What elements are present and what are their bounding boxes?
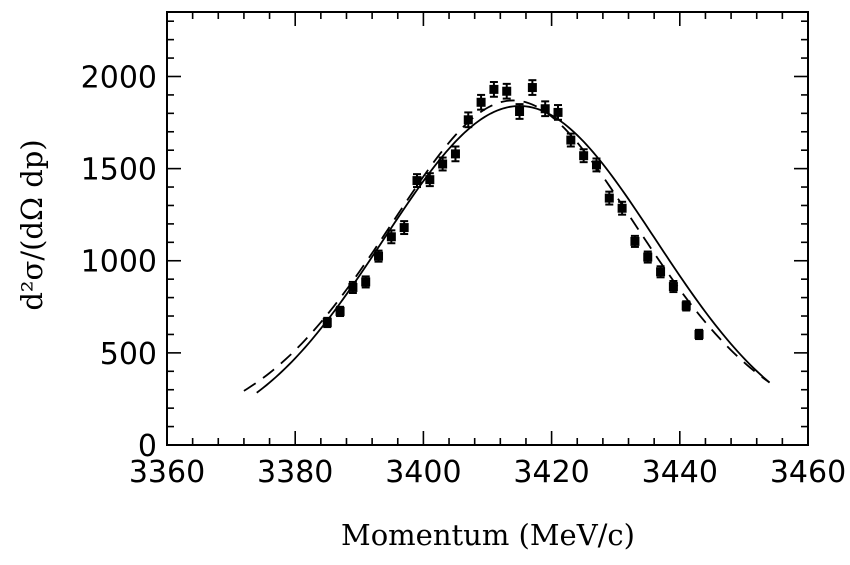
x-tick-label: 3460 <box>770 455 846 490</box>
point-marker <box>386 232 396 242</box>
data-point <box>463 111 473 129</box>
point-marker <box>489 84 499 94</box>
y-tick-label: 0 <box>138 429 157 464</box>
y-tick-label: 2000 <box>81 60 157 95</box>
data-point <box>335 305 345 318</box>
data-point <box>604 190 614 206</box>
plot-border <box>166 11 809 446</box>
point-marker <box>681 301 691 311</box>
fit-curves <box>243 99 771 394</box>
data-point <box>386 229 396 245</box>
x-tick-label: 3380 <box>257 455 333 490</box>
data-point <box>656 265 666 279</box>
point-marker <box>630 236 640 246</box>
data-point <box>476 93 486 111</box>
data-point <box>681 300 691 312</box>
y-tick-label: 500 <box>100 337 157 372</box>
data-point <box>502 82 512 100</box>
point-marker <box>515 106 525 116</box>
data-point <box>617 200 627 216</box>
x-tick-label: 3360 <box>129 455 205 490</box>
data-point <box>591 157 601 173</box>
data-points <box>322 79 704 341</box>
point-marker <box>412 176 422 186</box>
point-marker <box>553 107 563 117</box>
tick-labels: 3360 3380 3400 3420 3440 3460 0 500 1000 1500 2000 <box>81 60 847 490</box>
point-marker <box>566 135 576 145</box>
x-axis-title: Momentum (MeV/c) <box>341 518 635 552</box>
point-marker <box>450 149 460 159</box>
data-point <box>425 172 435 188</box>
point-marker <box>617 203 627 213</box>
point-marker <box>643 252 653 262</box>
point-marker <box>604 193 614 203</box>
x-tick-label: 3420 <box>513 455 589 490</box>
point-marker <box>656 267 666 277</box>
point-marker <box>322 317 332 327</box>
point-marker <box>348 282 358 292</box>
point-marker <box>476 97 486 107</box>
y-tick-label: 1500 <box>81 153 157 188</box>
point-marker <box>463 115 473 125</box>
data-point <box>630 234 640 248</box>
point-marker <box>668 282 678 292</box>
point-marker <box>540 104 550 114</box>
data-point <box>694 328 704 341</box>
data-point <box>527 79 537 96</box>
data-point <box>438 156 448 172</box>
point-marker <box>694 329 704 339</box>
data-point <box>412 173 422 189</box>
x-tick-label: 3440 <box>642 455 718 490</box>
solid-fit-curve <box>256 105 771 394</box>
point-marker <box>438 159 448 169</box>
x-tick-label: 3400 <box>385 455 461 490</box>
data-point <box>489 81 499 98</box>
data-point <box>348 280 358 294</box>
data-point <box>579 148 589 164</box>
point-marker <box>361 277 371 287</box>
data-point <box>515 103 525 120</box>
data-point <box>643 250 653 264</box>
point-marker <box>591 160 601 170</box>
data-point <box>540 100 550 118</box>
point-marker <box>527 83 537 93</box>
point-marker <box>335 306 345 316</box>
data-point <box>566 132 576 148</box>
point-marker <box>425 175 435 185</box>
data-point <box>399 220 409 236</box>
data-point <box>668 280 678 294</box>
axis-ticks <box>166 12 809 446</box>
data-point <box>450 145 460 163</box>
point-marker <box>579 151 589 161</box>
y-tick-label: 1000 <box>81 245 157 280</box>
y-axis-title: d²σ/(dΩ dp) <box>15 139 49 310</box>
data-point <box>553 104 563 121</box>
data-point <box>361 275 371 289</box>
plot-frame <box>166 11 809 446</box>
point-marker <box>502 86 512 96</box>
data-point <box>374 249 384 263</box>
dashed-fit-curve <box>243 99 771 392</box>
data-point <box>322 316 332 329</box>
point-marker <box>374 251 384 261</box>
point-marker <box>399 223 409 233</box>
